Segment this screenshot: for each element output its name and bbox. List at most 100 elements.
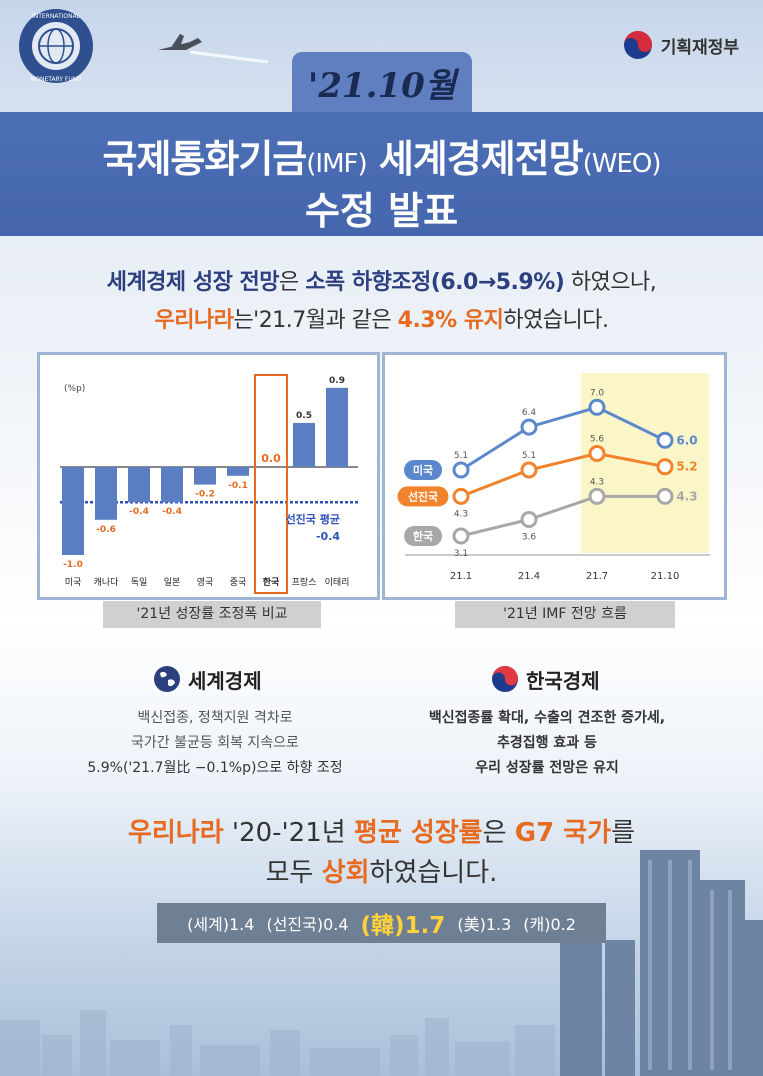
x-tick-미국: 미국 [65, 577, 82, 588]
point-한국-3 [656, 487, 674, 505]
x-tick-21.1: 21.1 [450, 571, 472, 582]
x-tick-일본: 일본 [164, 577, 181, 588]
bottom-message-line-1: 우리나라 '20-'21년 평균 성장률은 G7 국가를 [127, 818, 636, 848]
point-선진국-0 [452, 487, 470, 505]
legend-badge-선진국 [397, 486, 449, 507]
point-한국-0 [452, 527, 470, 545]
legend-badge-한국 [404, 526, 442, 546]
korea-economy-text: 백신접종률 확대, 수출의 견조한 증가세, 추경집행 효과 등 우리 성장률 … [428, 710, 666, 776]
point-미국-3 [656, 431, 674, 449]
series-line-미국 [460, 405, 666, 472]
x-tick-이태리: 이태리 [325, 577, 350, 588]
bar-chart-panel: (%p) -1.0 미국 -0.6 캐나다 -0.4 독일 -0.4 일본 -0.2 영국 -0.1 중… [37, 352, 380, 600]
bar-chart: (%p) -1.0 미국 -0.6 캐나다 -0.4 독일 -0.4 일본 -0.2 영국 -0.1 중… [60, 374, 358, 594]
x-tick-21.7: 21.7 [586, 571, 608, 582]
point-label-한국-3: 4.3 [676, 489, 697, 503]
stat-world: (세계)1.4 [187, 915, 255, 934]
korea-economy-title: 한국경제 [490, 664, 600, 694]
x-tick-독일: 독일 [131, 577, 148, 588]
taegeuk-icon [492, 666, 518, 692]
line-chart: 21.1 21.4 21.7 21.10 5.1 6.4 7.0 6.0 미국 4.3 5.1 5.6… [397, 373, 710, 582]
point-label-한국-2: 4.3 [590, 477, 604, 487]
x-tick-프랑스: 프랑스 [292, 576, 317, 588]
bar-label-영국: -0.2 [195, 490, 215, 500]
bar-label-일본: -0.4 [162, 507, 182, 517]
x-tick-한국: 한국 [263, 576, 280, 588]
point-label-미국-2: 7.0 [590, 388, 605, 398]
date-tab [292, 52, 472, 114]
page-subtitle: 수정 발표 [304, 189, 459, 233]
bar-label-한국: 0.0 [261, 452, 281, 465]
line-chart-panel: 21.1 21.4 21.7 21.10 5.1 6.4 7.0 6.0 미국 4.3 5.1 5.6… [382, 352, 727, 600]
bar-독일 [128, 467, 150, 503]
title-band [0, 112, 763, 236]
bar-label-독일: -0.4 [129, 507, 149, 517]
point-label-선진국-1: 5.1 [522, 451, 536, 461]
series-line-선진국 [460, 451, 666, 498]
reference-line-label: 선진국 평균 [286, 512, 340, 526]
bar-일본 [161, 467, 183, 503]
bar-영국 [194, 467, 216, 485]
x-tick-중국: 중국 [230, 577, 247, 588]
reference-line-value: -0.4 [316, 530, 340, 543]
stat-canada: (캐)0.2 [523, 915, 576, 934]
y-axis-unit: (%p) [64, 384, 85, 394]
world-economy-text: 백신접종, 정책지원 격차로 국가간 불균등 회복 지속으로 5.9%('21.… [87, 710, 343, 776]
stat-us: (美)1.3 [457, 915, 512, 934]
highlight-box [254, 374, 288, 594]
point-label-미국-3: 6.0 [676, 433, 697, 447]
growth-stats-bar: (세계)1.4 (선진국)0.4 (韓)1.7 (美)1.3 (캐)0.2 [157, 903, 606, 943]
x-tick-21.10: 21.10 [651, 571, 680, 582]
ministry-logo: 기획재정부 [623, 30, 739, 60]
point-선진국-3 [656, 458, 674, 476]
point-미국-2 [588, 398, 606, 416]
bar-chart-caption: '21년 성장률 조정폭 비교 [103, 601, 321, 628]
bar-중국 [227, 467, 249, 476]
legend-label-선진국: 선진국 [408, 489, 438, 503]
bar-캐나다 [95, 467, 117, 520]
stat-korea: (韓)1.7 [360, 913, 446, 939]
legend-badge-미국 [404, 460, 442, 480]
headline-line-2: 우리나라는'21.7월과 같은 4.3% 유지하였습니다. [154, 308, 609, 333]
point-label-미국-1: 6.4 [522, 408, 537, 418]
point-한국-2 [588, 487, 606, 505]
point-label-미국-0: 5.1 [454, 451, 468, 461]
point-label-한국-1: 3.6 [522, 533, 537, 543]
airplane-icon [158, 34, 269, 64]
legend-label-한국: 한국 [413, 529, 433, 543]
point-선진국-2 [588, 445, 606, 462]
x-tick-캐나다: 캐나다 [94, 577, 120, 588]
bar-미국 [62, 467, 84, 555]
bar-label-중국: -0.1 [228, 481, 248, 491]
city-skyline-illustration [0, 850, 763, 1076]
point-label-선진국-3: 5.2 [676, 460, 697, 474]
globe-icon [154, 666, 180, 692]
line-chart-caption: '21년 IMF 전망 흐름 [455, 601, 675, 628]
point-label-선진국-2: 5.6 [590, 435, 605, 445]
legend-label-미국: 미국 [413, 463, 433, 477]
world-economy-title: 세계경제 [152, 664, 262, 694]
headline-line-1: 세계경제 성장 전망은 소폭 하향조정(6.0→5.9%) 하였으나, [106, 270, 657, 295]
bar-label-프랑스: 0.5 [296, 411, 312, 421]
date-label: '21.10월 [307, 66, 457, 106]
point-선진국-1 [520, 461, 538, 479]
page-title: 국제통화기금(IMF) 세계경제전망(WEO) [102, 137, 662, 181]
ministry-name: 기획재정부 [660, 37, 739, 58]
point-label-한국-0: 3.1 [454, 549, 468, 559]
svg-text:MONETARY FUND: MONETARY FUND [30, 76, 82, 83]
point-미국-0 [452, 461, 470, 479]
stat-advanced: (선진국)0.4 [266, 915, 349, 934]
series-line-한국 [460, 494, 665, 538]
svg-text:INTERNATIONAL: INTERNATIONAL [32, 13, 81, 20]
bottom-message-line-2: 모두 상회하였습니다. [265, 858, 498, 888]
point-한국-1 [520, 511, 538, 528]
bar-label-미국: -1.0 [63, 560, 83, 570]
point-label-선진국-0: 4.3 [454, 509, 468, 519]
x-tick-21.4: 21.4 [518, 571, 540, 582]
bar-이태리 [326, 387, 348, 467]
bar-label-이태리: 0.9 [329, 376, 345, 386]
point-미국-1 [520, 418, 538, 436]
bar-프랑스 [293, 423, 315, 467]
taegeuk-icon [623, 31, 652, 59]
